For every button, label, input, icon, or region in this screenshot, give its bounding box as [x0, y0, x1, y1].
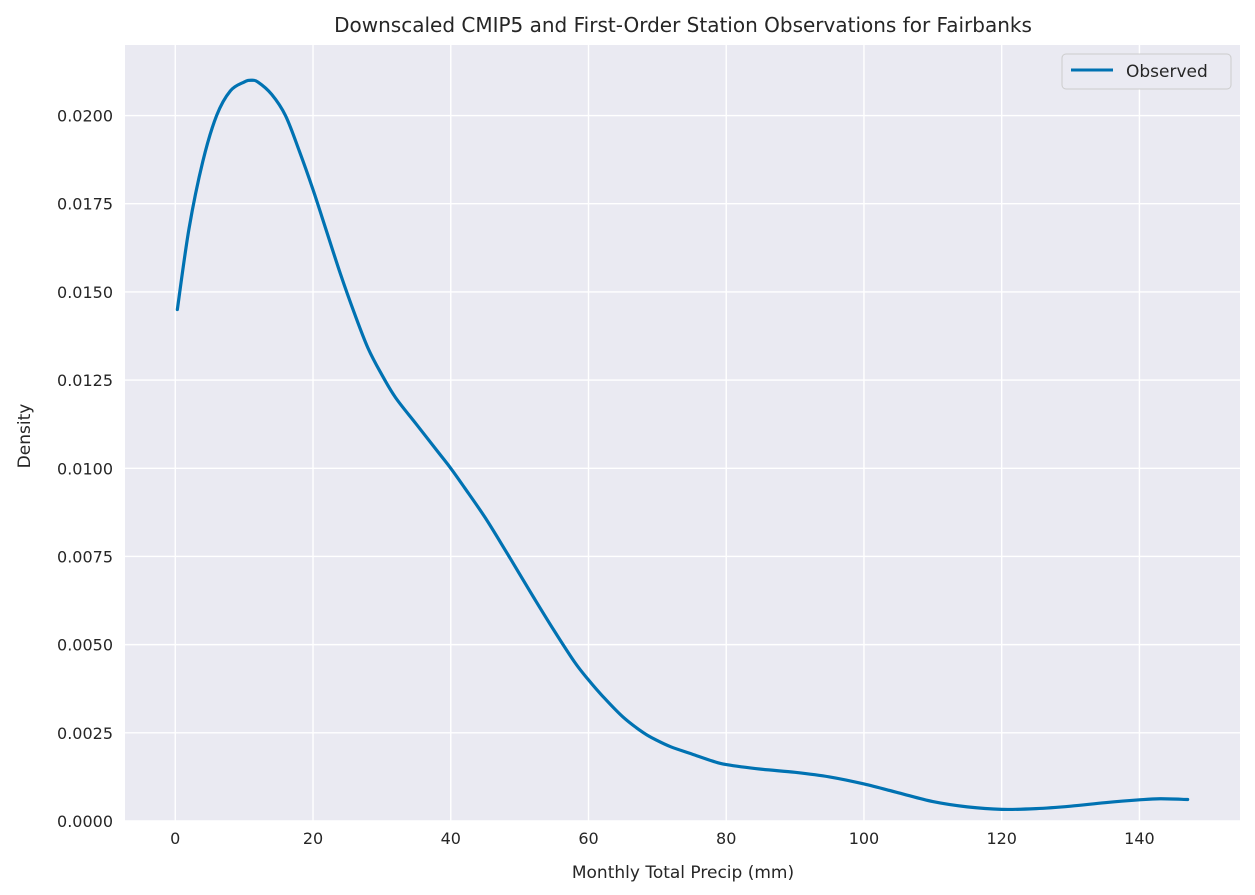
y-tick-label: 0.0025 — [57, 724, 113, 743]
x-axis-label: Monthly Total Precip (mm) — [572, 863, 794, 883]
series-line-observed — [175, 78, 1190, 812]
legend-box — [1061, 53, 1232, 90]
x-tick-label: 60 — [578, 829, 598, 848]
x-tick-label: 40 — [441, 829, 461, 848]
legend: Observed — [1061, 53, 1232, 90]
legend-label-observed: Observed — [1126, 62, 1208, 82]
y-tick-label: 0.0150 — [57, 283, 113, 302]
x-tick-label: 120 — [986, 829, 1017, 848]
x-tick-label: 80 — [716, 829, 736, 848]
y-axis-ticks: 0.0000 0.0025 0.0050 0.0075 0.0100 0.0125 0.01… — [57, 107, 113, 831]
y-tick-label: 0.0000 — [57, 812, 113, 831]
y-tick-label: 0.0075 — [57, 547, 113, 566]
x-tick-label: 20 — [303, 829, 323, 848]
y-tick-label: 0.0100 — [57, 459, 113, 478]
x-tick-label: 100 — [849, 829, 880, 848]
series-layer — [175, 78, 1190, 812]
grid-lines — [125, 45, 1240, 822]
y-tick-label: 0.0175 — [57, 195, 113, 214]
x-tick-label: 140 — [1124, 829, 1155, 848]
y-axis-label: Density — [15, 404, 35, 469]
plot-area — [125, 45, 1240, 821]
y-tick-label: 0.0200 — [57, 107, 113, 126]
y-tick-label: 0.0050 — [57, 636, 113, 655]
x-axis-ticks: 0 20 40 60 80 100 120 140 — [170, 829, 1155, 848]
y-tick-label: 0.0125 — [57, 371, 113, 390]
chart-title: Downscaled CMIP5 and First-Order Station… — [334, 13, 1032, 37]
x-tick-label: 0 — [170, 829, 180, 848]
